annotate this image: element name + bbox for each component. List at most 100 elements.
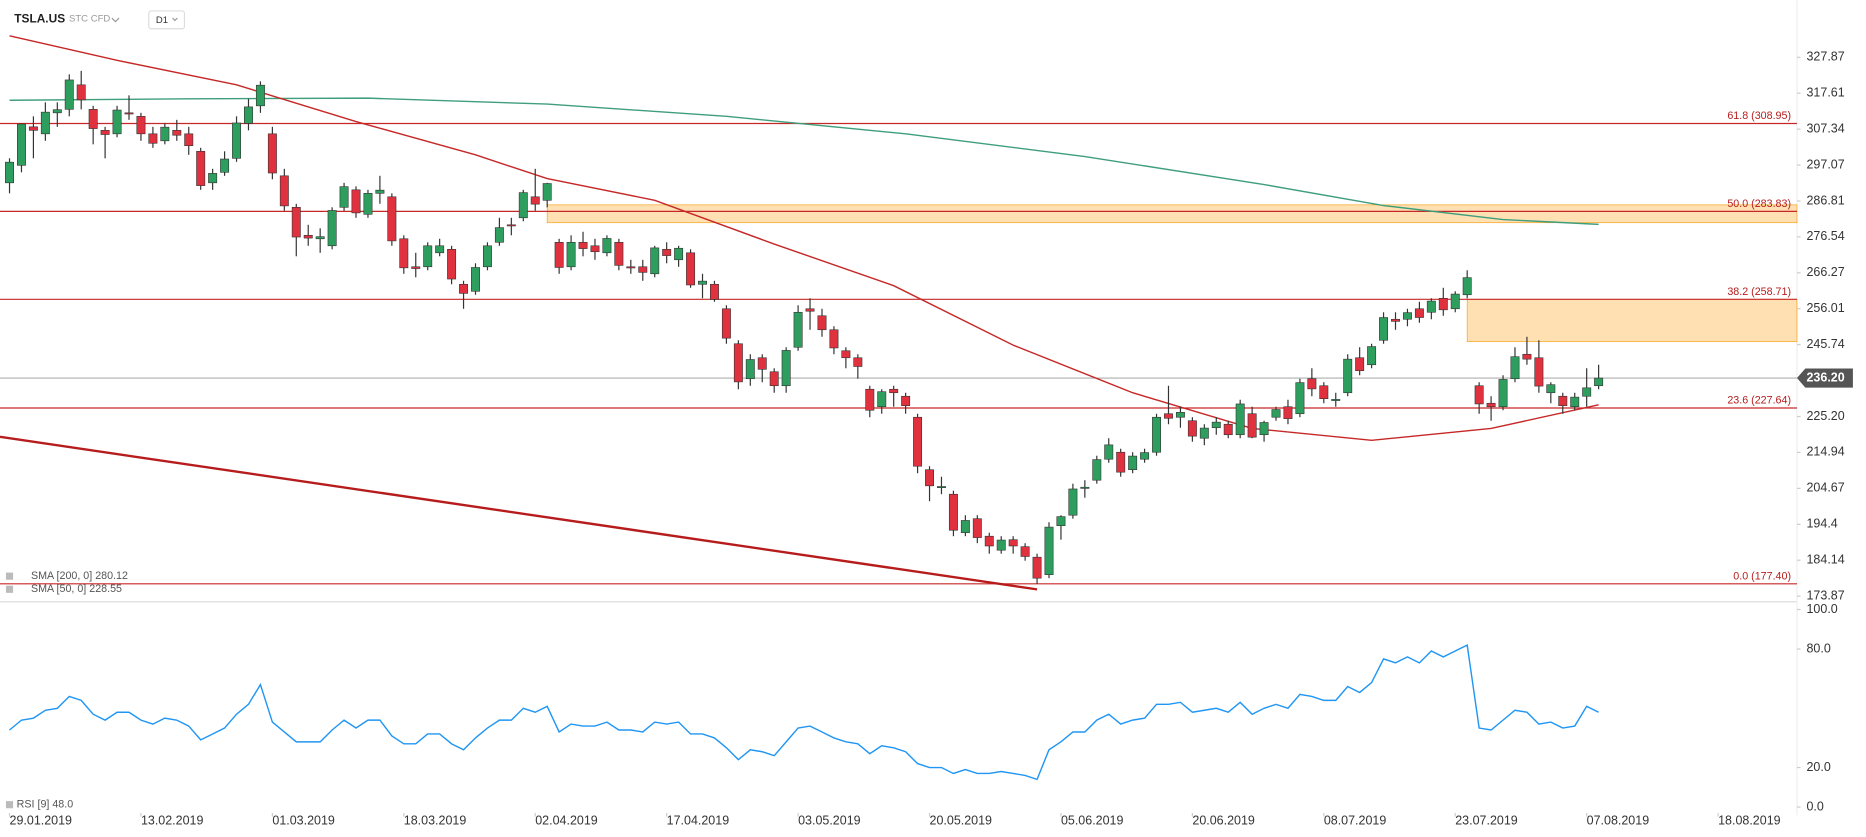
legend-label: SMA [200, 0] 280.12 bbox=[31, 570, 128, 582]
fib-label: 61.8 (308.95) bbox=[1727, 110, 1791, 122]
candle-body bbox=[1080, 486, 1090, 489]
candle-body bbox=[638, 266, 648, 273]
candle-body bbox=[375, 189, 385, 194]
candle-body bbox=[1104, 444, 1114, 460]
candle-body bbox=[721, 308, 731, 339]
candle-body bbox=[602, 238, 612, 254]
x-tick-label: 17.04.2019 bbox=[667, 814, 730, 828]
market-type[interactable]: STC CFD bbox=[69, 14, 110, 25]
plot-layer: 61.8 (308.95) 50.0 (283.83) 38.2 (258.71) 2… bbox=[0, 35, 1853, 828]
candle-body bbox=[1594, 377, 1604, 387]
x-tick-label: 18.08.2019 bbox=[1718, 814, 1781, 828]
candle-body bbox=[1379, 317, 1389, 341]
y-tick-label: 256.01 bbox=[1806, 301, 1844, 315]
candle-body bbox=[1295, 382, 1305, 415]
candle-body bbox=[1343, 358, 1353, 394]
candle-body bbox=[698, 280, 707, 285]
fib-label: 38.2 (258.71) bbox=[1727, 286, 1791, 298]
candle-body bbox=[88, 109, 98, 129]
resistance-zone bbox=[546, 204, 1798, 224]
candle-body bbox=[960, 520, 970, 533]
candle-body bbox=[1187, 420, 1197, 437]
candle-body bbox=[160, 126, 170, 142]
dropdown-arrow[interactable] bbox=[111, 17, 120, 23]
candle-body bbox=[447, 248, 457, 280]
x-tick-label: 18.03.2019 bbox=[404, 814, 467, 828]
candle-body bbox=[506, 224, 516, 227]
rsi-tick-label: 100.0 bbox=[1806, 602, 1837, 616]
x-tick-label: 13.02.2019 bbox=[141, 814, 204, 828]
rsi-tick-label: 20.0 bbox=[1806, 760, 1830, 774]
candle-body bbox=[363, 193, 373, 215]
candle-body bbox=[1259, 422, 1269, 436]
rsi-line bbox=[9, 643, 1599, 781]
candle-body bbox=[351, 189, 361, 214]
candle-body bbox=[1044, 526, 1054, 575]
legend-icon bbox=[5, 801, 14, 809]
candle-body bbox=[1462, 277, 1472, 296]
candle-body bbox=[482, 245, 492, 268]
x-tick-label: 05.06.2019 bbox=[1061, 814, 1124, 828]
trend-line bbox=[0, 435, 1038, 591]
dropdown-arrow[interactable] bbox=[172, 17, 178, 22]
legend-icon bbox=[5, 585, 14, 593]
candle-body bbox=[829, 329, 839, 349]
sma200-line bbox=[9, 97, 1599, 226]
candle-body bbox=[614, 241, 624, 266]
candle-body bbox=[1283, 406, 1293, 419]
candle-body bbox=[877, 391, 887, 408]
candle-body bbox=[1211, 421, 1221, 429]
candle-body bbox=[948, 493, 958, 531]
candle-body bbox=[136, 116, 146, 135]
candle-body bbox=[28, 126, 38, 131]
y-tick-label: 173.87 bbox=[1806, 588, 1844, 602]
candle-body bbox=[1474, 385, 1484, 405]
y-tick-label: 307.34 bbox=[1806, 121, 1844, 135]
candle-body bbox=[662, 248, 672, 256]
x-tick-label: 01.03.2019 bbox=[272, 814, 335, 828]
candle-body bbox=[530, 196, 540, 205]
candle-body bbox=[733, 343, 743, 383]
candle-body bbox=[267, 133, 277, 174]
interval[interactable]: D1 bbox=[156, 15, 168, 26]
candle-body bbox=[1582, 387, 1592, 397]
candle-body bbox=[1199, 427, 1209, 439]
interval-box[interactable] bbox=[148, 10, 186, 30]
candle-body bbox=[709, 283, 719, 300]
x-tick-label: 29.01.2019 bbox=[10, 814, 73, 828]
y-tick-label: 266.27 bbox=[1806, 265, 1844, 279]
x-tick-label: 02.04.2019 bbox=[535, 814, 598, 828]
symbol[interactable]: TSLA.US bbox=[14, 11, 65, 25]
candle-body bbox=[937, 486, 946, 489]
candle-body bbox=[793, 311, 803, 348]
candle-body bbox=[1367, 346, 1377, 366]
y-tick-label: 214.94 bbox=[1806, 445, 1844, 459]
candle-body bbox=[984, 535, 994, 547]
candle-body bbox=[1546, 384, 1556, 394]
candle-body bbox=[853, 357, 863, 367]
x-tick-label: 08.07.2019 bbox=[1324, 814, 1387, 828]
candle-body bbox=[435, 245, 445, 254]
x-tick-label: 23.07.2019 bbox=[1455, 814, 1518, 828]
candle-body bbox=[1307, 378, 1317, 390]
candle-body bbox=[1319, 385, 1329, 399]
candle-body bbox=[1140, 452, 1150, 460]
candle-body bbox=[841, 350, 851, 359]
y-tick-label: 204.67 bbox=[1806, 481, 1844, 495]
candle-body bbox=[494, 227, 504, 243]
candle-body bbox=[399, 238, 409, 269]
y-tick-label: 286.81 bbox=[1806, 193, 1844, 207]
candle-body bbox=[996, 539, 1006, 551]
candle-body bbox=[1355, 357, 1365, 371]
candle-body bbox=[76, 84, 86, 101]
candle-body bbox=[1391, 318, 1400, 322]
fib-label: 0.0 (177.40) bbox=[1733, 570, 1791, 582]
fib-label: 23.6 (227.64) bbox=[1727, 395, 1791, 407]
candle-body bbox=[889, 388, 899, 394]
candle-body bbox=[865, 388, 875, 411]
candle-body bbox=[423, 245, 433, 268]
candle-body bbox=[1056, 516, 1066, 526]
candle-body bbox=[1414, 308, 1424, 318]
candle-body bbox=[255, 84, 265, 107]
